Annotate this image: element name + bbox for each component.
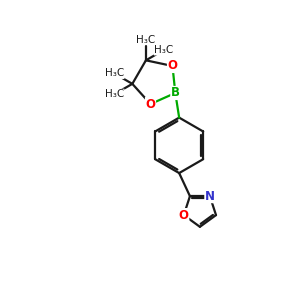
Text: H₃C: H₃C bbox=[154, 45, 173, 55]
Text: O: O bbox=[146, 98, 155, 110]
Text: B: B bbox=[171, 86, 180, 100]
Text: H₃C: H₃C bbox=[105, 68, 124, 78]
Text: H₃C: H₃C bbox=[136, 34, 155, 44]
Text: N: N bbox=[205, 190, 215, 203]
Text: H₃C: H₃C bbox=[105, 89, 124, 99]
Text: O: O bbox=[167, 59, 178, 73]
Text: O: O bbox=[179, 208, 189, 222]
